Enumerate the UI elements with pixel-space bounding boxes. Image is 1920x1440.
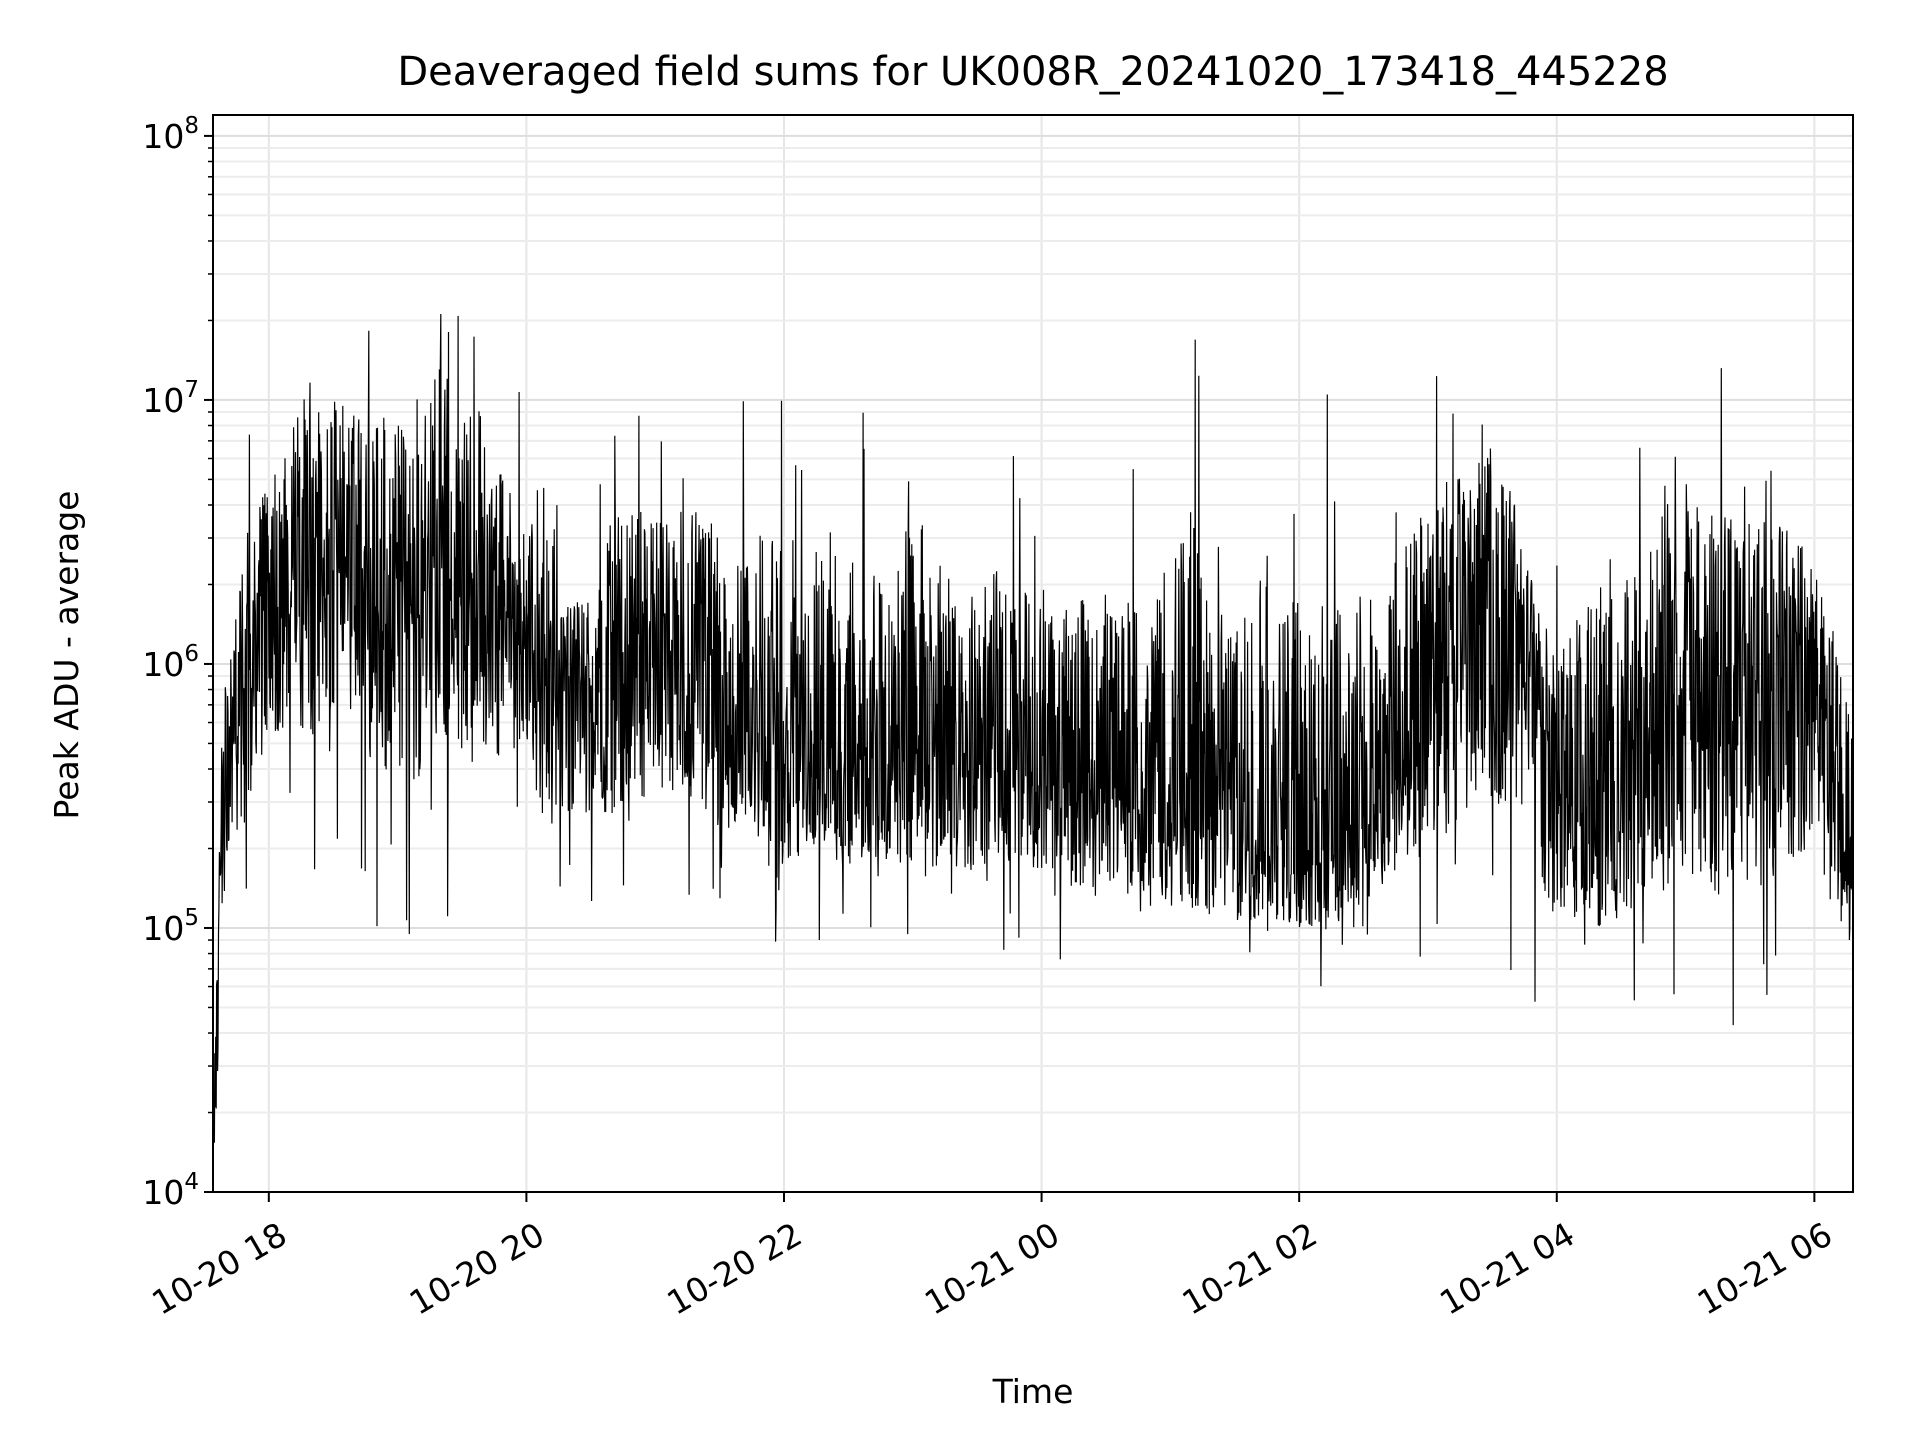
y-tick-label: 104 xyxy=(142,1169,199,1212)
y-tick-label: 107 xyxy=(142,377,199,420)
y-axis: 104 105 106 107 108 xyxy=(142,113,213,1212)
x-axis-title: Time xyxy=(992,1372,1074,1411)
data-series-group xyxy=(212,313,1854,1164)
chart-title: Deaveraged field sums for UK008R_2024102… xyxy=(397,49,1668,95)
series-line xyxy=(212,313,1854,1164)
y-axis-title: Peak ADU - average xyxy=(47,491,86,820)
y-tick-label: 106 xyxy=(142,641,199,684)
y-tick-label: 105 xyxy=(142,905,199,948)
plot-area-frame xyxy=(212,114,1854,1193)
y-tick-label: 108 xyxy=(142,113,199,156)
